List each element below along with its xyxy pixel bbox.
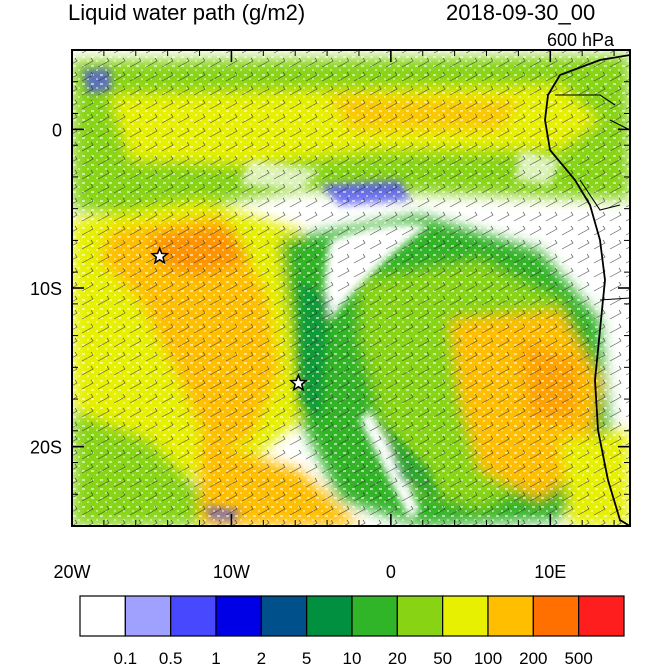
colorbar-swatch xyxy=(351,595,398,637)
colorbar-label: 0.5 xyxy=(159,649,183,667)
colorbar-swatch xyxy=(578,595,625,637)
colorbar-swatch xyxy=(215,595,262,637)
colorbar-swatch xyxy=(487,595,534,637)
plot-title: Liquid water path (g/m2) xyxy=(68,0,306,25)
colorbar-swatch xyxy=(260,595,308,637)
plot-datetime: 2018-09-30_00 xyxy=(446,0,596,25)
colorbar-label: 5 xyxy=(302,649,311,667)
lat-tick-label: 20S xyxy=(30,438,62,458)
colorbar-label: 200 xyxy=(519,649,547,667)
colorbar-label: 10 xyxy=(343,649,362,667)
colorbar-swatch xyxy=(442,595,489,637)
colorbar-swatch xyxy=(79,595,126,637)
colorbar-swatch xyxy=(124,595,172,637)
lon-tick-label: 0 xyxy=(386,562,396,582)
colorbar-swatch xyxy=(532,595,580,637)
lat-tick-label: 0 xyxy=(52,120,62,140)
coastline xyxy=(544,54,630,526)
colorbar-label: 50 xyxy=(433,649,452,667)
colorbar-label: 100 xyxy=(474,649,502,667)
colorbar-swatch xyxy=(170,595,217,637)
lat-tick-label: 10S xyxy=(30,279,62,299)
colorbar-swatch xyxy=(306,595,353,637)
colorbar-label: 500 xyxy=(564,649,592,667)
star-marker xyxy=(288,373,308,392)
lwp-field xyxy=(72,50,630,526)
axis-ticks: 20W 10W 0 10E 0 10S 20S xyxy=(30,49,630,582)
colorbar-label: 20 xyxy=(388,649,407,667)
colorbar-swatch xyxy=(396,595,444,637)
site-markers xyxy=(150,246,308,392)
colorbar-label: 0.1 xyxy=(114,649,138,667)
lon-tick-label: 20W xyxy=(53,562,90,582)
colorbar-label: 2 xyxy=(257,649,266,667)
star-marker xyxy=(150,246,170,265)
colorbar-label: 1 xyxy=(211,649,220,667)
lon-tick-label: 10E xyxy=(534,562,566,582)
pressure-level: 600 hPa xyxy=(547,30,615,50)
lon-tick-label: 10W xyxy=(213,562,250,582)
